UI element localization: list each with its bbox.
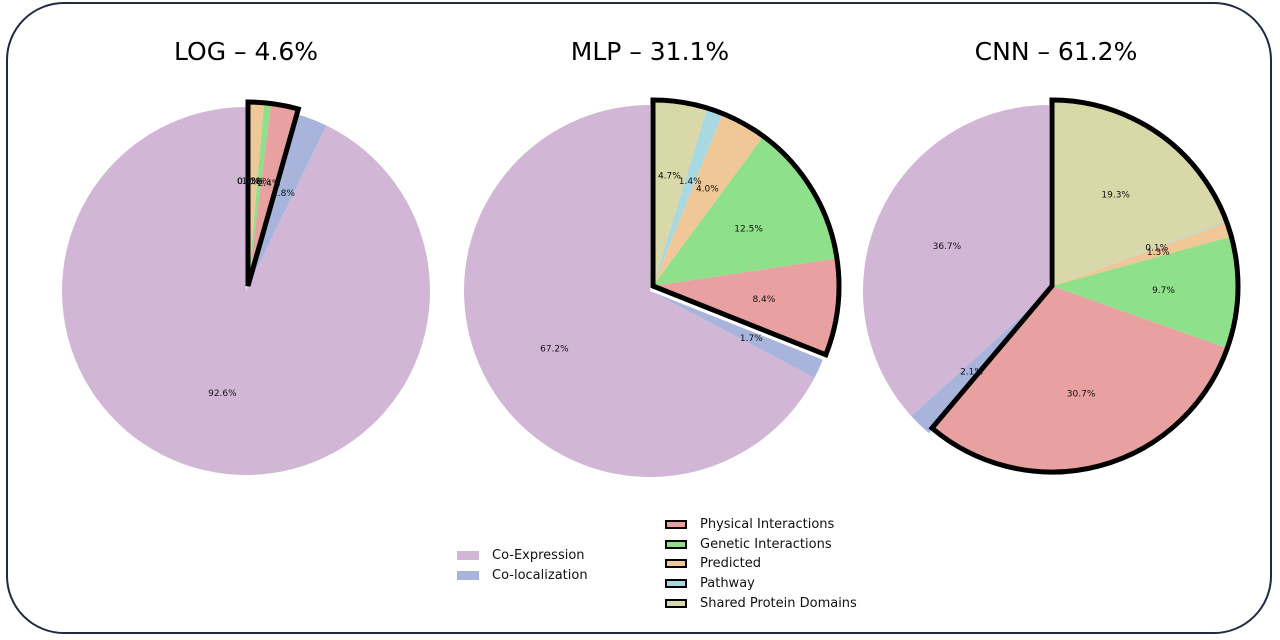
pie-slice-co-localization [650, 291, 823, 378]
pie-slice-co-expression [463, 105, 815, 478]
pie-slice-genetic-interactions [248, 102, 272, 287]
figure-frame [6, 2, 1272, 634]
legend-swatch [457, 551, 479, 561]
pie-slice-predicted [248, 102, 265, 286]
highlight-outline [245, 99, 302, 287]
legend-item: Genetic Interactions [665, 535, 857, 555]
pie-mlp-labels: 4.7%1.4%4.0% 12.5% 8.4% 1.7% 67.2% [540, 172, 776, 355]
legend-label: Pathway [700, 576, 755, 592]
pie-slice-pathway [653, 108, 723, 286]
highlight-outline [928, 97, 1241, 475]
slice-label: 1.4% [679, 177, 702, 187]
pie-slice-co-localization [246, 114, 327, 291]
slice-label: 19.3% [1101, 190, 1130, 200]
legend-label: Shared Protein Domains [700, 595, 857, 611]
slice-label: 1.3% [1147, 248, 1170, 258]
slice-label: 2.4% [258, 179, 281, 189]
slice-label: 4.0% [696, 185, 719, 195]
legend-swatch [665, 559, 687, 569]
slice-label: 9.7% [1152, 286, 1175, 296]
slice-label: 2.1% [960, 367, 983, 377]
pie-slice-genetic-interactions [653, 136, 837, 286]
chart-title-log: LOG – 4.6% [174, 37, 318, 66]
pie-slice-physical-interactions [653, 258, 839, 355]
pie-slice-co-expression [862, 105, 1049, 417]
legend-swatch [665, 539, 687, 549]
legend-item: Co-localization [457, 566, 588, 586]
pie-slice-shared-protein-domains [653, 100, 708, 286]
legend-label: Co-localization [492, 567, 588, 583]
legend-label: Co-Expression [492, 548, 585, 564]
slice-label: 30.7% [1067, 390, 1096, 400]
pie-slice-predicted [1052, 222, 1232, 286]
legend-label: Genetic Interactions [700, 536, 832, 552]
pie-log-labels: 0.1%0.0%1.3%0.6%2.4%2.8% 92.6% [208, 177, 295, 399]
legend-item: Shared Protein Domains [665, 593, 857, 613]
chart-title-cnn: CNN – 61.2% [975, 37, 1138, 66]
pie-slice-pathway [1052, 221, 1227, 286]
legend-item: Predicted [665, 554, 857, 574]
pie-slice-physical-interactions [931, 286, 1228, 473]
legend-item: Physical Interactions [665, 515, 857, 535]
legend-left: Co-Expression Co-localization [457, 546, 588, 585]
slice-label: 0.1% [1145, 243, 1168, 253]
legend-swatch [665, 579, 687, 589]
pie-slice-genetic-interactions [1052, 236, 1239, 349]
legend-label: Physical Interactions [700, 517, 835, 533]
slice-label: 4.7% [658, 172, 681, 182]
legend-item: Pathway [665, 574, 857, 594]
highlight-outline [650, 97, 842, 359]
slice-label: 0.6% [248, 178, 271, 188]
pie-log: LOG – 4.6% 0.1%0.0%1.3%0.6%2.4%2.8% 92.6% [62, 37, 431, 475]
legend-item: Co-Expression [457, 546, 588, 566]
slice-label: 2.8% [272, 189, 295, 199]
chart-title-mlp: MLP – 31.1% [571, 37, 729, 66]
slice-label: 67.2% [540, 345, 569, 355]
pie-cnn-slices [862, 97, 1241, 475]
slice-label: 8.4% [752, 295, 775, 305]
pie-slice-predicted [653, 113, 764, 287]
pie-slice-co-expression [62, 107, 431, 475]
legend-right: Physical Interactions Genetic Interactio… [665, 515, 857, 613]
slice-label: 12.5% [734, 224, 763, 234]
slice-label: 36.7% [933, 242, 962, 252]
legend-label: Predicted [700, 556, 762, 572]
pie-mlp-slices [463, 97, 842, 478]
legend-swatch [665, 520, 687, 530]
slice-label: 1.3% [242, 177, 265, 187]
pie-log-slices [62, 99, 431, 475]
pie-cnn: CNN – 61.2% 19.3% 0.1%1.3% 9.7% 30.7% 2.1% 36… [862, 37, 1241, 475]
pie-mlp: MLP – 31.1% 4.7%1.4%4.0% 12.5% 8.4% 1.7% 67.… [463, 37, 842, 478]
legend-swatch [457, 570, 479, 580]
slice-label: 0.1% [237, 177, 260, 187]
slice-label: 1.7% [740, 334, 763, 344]
pie-cnn-labels: 19.3% 0.1%1.3% 9.7% 30.7% 2.1% 36.7% [933, 190, 1176, 399]
pie-slice-shared-protein-domains [1052, 100, 1227, 286]
slice-label: 0.0% [237, 177, 260, 187]
slice-label: 92.6% [208, 389, 237, 399]
legend-swatch [665, 598, 687, 608]
